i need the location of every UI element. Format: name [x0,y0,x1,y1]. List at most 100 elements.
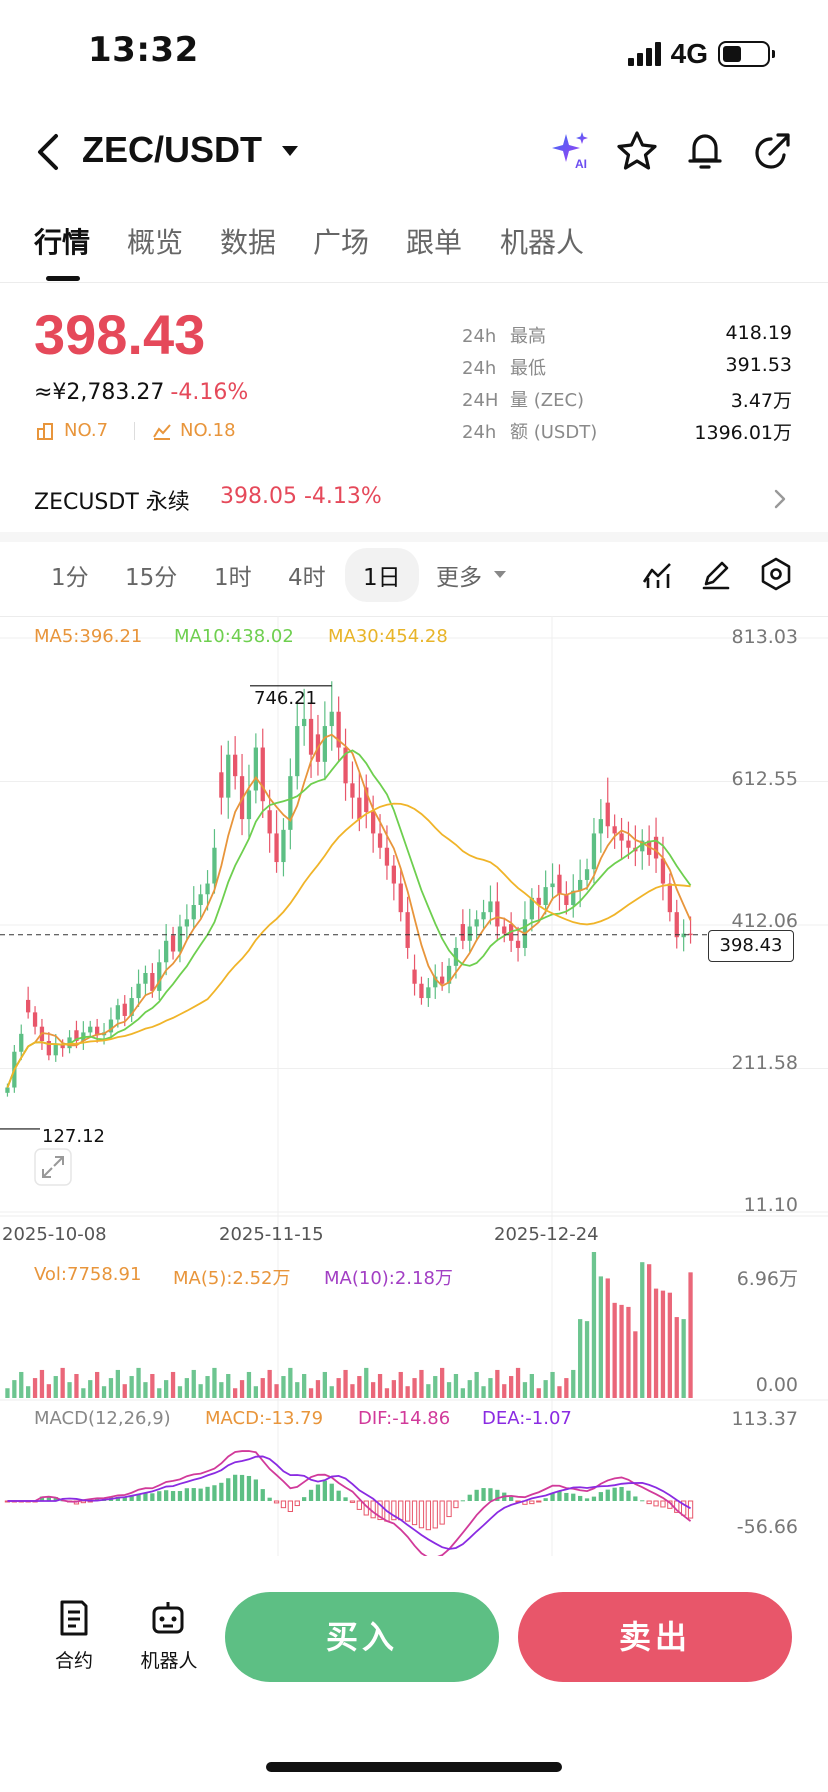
ma30-legend: MA30:454.28 [328,626,448,647]
dif-line [7,1450,692,1556]
candle-body [164,940,169,963]
candle-body [115,1005,120,1020]
contract-label[interactable]: 合约 [54,1650,93,1672]
chevron-right-icon[interactable] [770,487,790,511]
settings-hexagon-icon[interactable] [758,556,794,592]
perp-name[interactable]: ZECUSDT 永续 [34,490,190,515]
back-arrow-icon[interactable] [30,128,70,176]
macd-bar [343,1497,348,1501]
macd-bar [246,1475,252,1501]
volume-bar [426,1384,431,1398]
macd-bar [446,1500,452,1518]
rank-badge-2[interactable]: NO.18 [152,420,236,441]
volume-bar [177,1386,183,1398]
candle-body [150,973,155,991]
macd-bar [529,1500,535,1505]
volume-bar [212,1367,217,1398]
macd-bar [439,1500,445,1525]
candle-body [467,926,472,941]
volume-bar [239,1380,245,1398]
candle-body [212,847,217,884]
macd-bar [329,1483,334,1501]
volume-bar [246,1371,252,1398]
chart-top-divider [0,616,828,617]
volume-bar [108,1378,114,1398]
macd-bar [150,1493,155,1501]
pair-title[interactable]: ZEC/USDT [82,129,262,170]
candle-body [53,1044,58,1056]
volume-bar [412,1378,417,1398]
tab-bot[interactable]: 机器人 [500,226,585,259]
rank-badge-1[interactable]: NO.7 [36,420,108,441]
volume-bar [674,1317,679,1398]
volume-bar [219,1382,224,1398]
indicator-icon[interactable] [640,556,676,592]
tab-square[interactable]: 广场 [313,226,370,259]
interval-1d[interactable]: 1日 [345,548,419,602]
macd-bar [405,1500,411,1522]
draw-pen-icon[interactable] [698,556,734,592]
sell-button[interactable]: 卖出 [518,1592,792,1682]
expand-icon[interactable] [34,1148,72,1186]
y-axis-label: 11.10 [743,1194,798,1216]
cny-value: ≈¥2,783.27 [34,380,165,405]
macd-bar [164,1490,169,1501]
interval-15m[interactable]: 15分 [125,565,178,591]
tab-data[interactable]: 数据 [220,226,277,259]
candle-body [433,976,438,988]
interval-4h[interactable]: 4时 [288,565,326,591]
svg-text:AI: AI [575,157,587,171]
interval-more[interactable]: 更多 [436,565,482,591]
contract-document-icon[interactable] [54,1598,94,1638]
macd-bar [349,1500,356,1503]
candle-body [260,747,265,802]
interval-1h[interactable]: 1时 [214,565,252,591]
macd-bar [336,1490,341,1501]
volume-bar [578,1319,583,1398]
chevron-down-icon[interactable] [282,146,298,156]
volume-bar [364,1367,369,1398]
macd-bar [315,1484,321,1501]
macd-bar [322,1480,327,1501]
macd-bar [280,1500,287,1509]
candle-body [322,726,327,762]
tab-overview[interactable]: 概览 [127,226,184,259]
buy-button[interactable]: 买入 [225,1592,499,1682]
bot-label[interactable]: 机器人 [140,1650,198,1672]
volume-bar [619,1304,624,1398]
macd-bar [391,1500,397,1521]
interval-1m[interactable]: 1分 [51,565,89,591]
volume-bar [46,1384,51,1398]
cny-price: ≈¥2,783.27 -4.16% [34,380,248,405]
share-icon[interactable] [750,128,796,174]
volume-bar [143,1382,148,1398]
kline-chart[interactable] [0,616,828,1556]
stat-label-turnover: 24h 额 (USDT) [462,422,598,443]
tab-copy-trade[interactable]: 跟单 [406,226,463,259]
candle-body [578,879,583,891]
macd-bar [536,1500,542,1503]
candle-body [653,836,659,859]
tab-market[interactable]: 行情 [34,226,91,259]
volume-bar [336,1378,341,1398]
ai-sparkle-icon[interactable]: AI [548,128,594,174]
home-indicator [266,1762,562,1772]
candle-body [329,711,334,727]
macd-bar [605,1489,610,1501]
volume-bar [584,1321,590,1398]
volume-bar [164,1380,169,1398]
macd-bar [398,1500,404,1521]
ma10-line [6,749,692,1088]
robot-icon[interactable] [148,1598,188,1638]
candle-body [32,1012,38,1027]
more-caret-icon[interactable] [494,571,506,578]
macd-bar [543,1498,548,1501]
bell-icon[interactable] [682,128,728,174]
perp-price[interactable]: 398.05 -4.13% [220,484,382,509]
candle-body [95,1026,100,1036]
candle-body [198,894,203,906]
candle-body [295,726,300,777]
status-indicators: 4G [627,38,775,70]
star-icon[interactable] [614,128,660,174]
stat-value-volume: 3.47万 [730,390,792,412]
